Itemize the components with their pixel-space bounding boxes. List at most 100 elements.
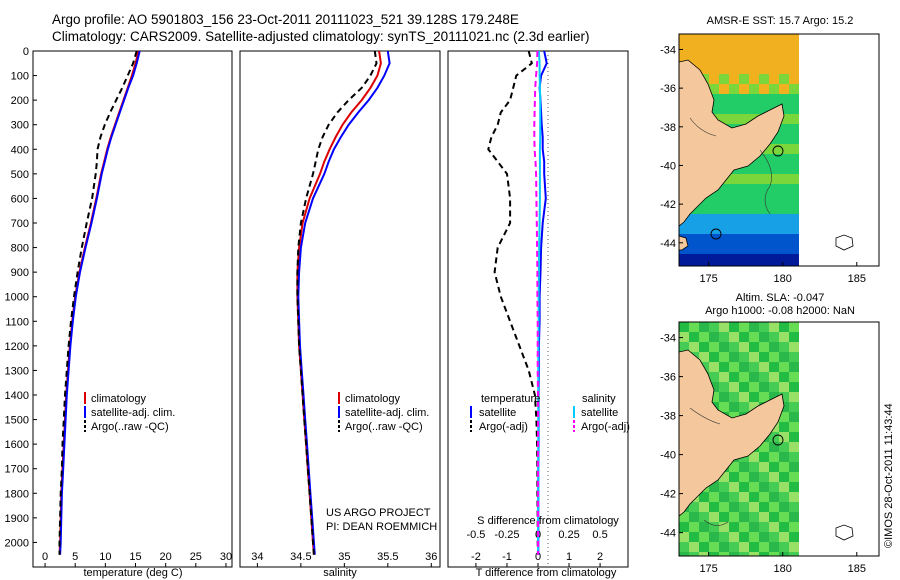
y-tick-label: 0	[23, 46, 29, 58]
x-tick-label: 2	[597, 551, 603, 563]
map-cell	[729, 104, 739, 114]
map-cell	[719, 482, 729, 492]
map-cell	[759, 34, 769, 44]
x-tick-label: -1	[502, 551, 512, 563]
lon-tick-label: 175	[699, 273, 717, 285]
map-cell	[739, 34, 749, 44]
map-cell	[769, 392, 779, 402]
map-cell	[719, 352, 729, 362]
map-cell	[749, 34, 759, 44]
argo-float-marker	[710, 228, 722, 240]
map-cell	[789, 244, 799, 254]
map-cell	[739, 542, 749, 552]
chatham-island	[835, 524, 854, 541]
map-cell	[729, 462, 739, 472]
map-cell	[729, 412, 739, 422]
map-cell	[779, 184, 789, 194]
map-cell	[719, 64, 729, 74]
map-cell	[749, 392, 759, 402]
map-cell	[769, 174, 779, 184]
lat-tick-label: -42	[660, 489, 676, 501]
map-cell	[759, 244, 769, 254]
map-cell	[789, 332, 799, 342]
lat-tick-label: -38	[660, 122, 676, 134]
top-x-tick-label: -0.25	[494, 529, 519, 541]
map-cell	[779, 322, 789, 332]
map-cell	[779, 194, 789, 204]
map-cell	[789, 104, 799, 114]
map-cell	[729, 362, 739, 372]
map-cell	[759, 352, 769, 362]
map-cell	[729, 502, 739, 512]
map-cell	[789, 154, 799, 164]
map-cell	[769, 84, 779, 94]
map-cell	[779, 502, 789, 512]
y-tick-label: 400	[11, 144, 29, 156]
x-tick-label: -2	[471, 551, 481, 563]
temperature-y-ticks: 0 100 200 300 400 500 600 700 800 900 1000 1100 1200…	[5, 46, 37, 549]
map-cell	[679, 542, 689, 552]
map-cell	[729, 64, 739, 74]
map-cell	[769, 164, 779, 174]
map-cell	[739, 502, 749, 512]
map-cell	[749, 512, 759, 522]
map-cell	[689, 44, 699, 54]
map-cell	[789, 442, 799, 452]
map-cell	[759, 104, 769, 114]
map-cell	[679, 322, 689, 332]
map-cell	[789, 204, 799, 214]
map-cell	[779, 432, 789, 442]
map-cell	[719, 542, 729, 552]
map-cell	[769, 54, 779, 64]
map-cell	[709, 264, 719, 266]
y-tick-label: 600	[11, 193, 29, 205]
series-line-satellite-adj-clim-	[297, 51, 391, 555]
map-cell	[739, 552, 749, 556]
map-cell	[769, 214, 779, 224]
map-cell	[719, 184, 729, 194]
map-cell	[749, 104, 759, 114]
map-cell	[739, 342, 749, 352]
legend-label-satellite: satellite-adj. clim.	[91, 407, 175, 419]
map-cell	[719, 522, 729, 532]
map-cell	[749, 542, 759, 552]
map-cell	[789, 164, 799, 174]
map-cell	[759, 64, 769, 74]
map-cell	[729, 244, 739, 254]
map-cell	[729, 552, 739, 556]
map-cell	[709, 502, 719, 512]
map-cell	[779, 452, 789, 462]
map-cell	[689, 532, 699, 542]
map-cell	[749, 184, 759, 194]
map-cell	[769, 184, 779, 194]
temperature-panel-frame	[32, 50, 233, 568]
legend-label-climatology: climatology	[91, 393, 147, 405]
map-cell	[729, 174, 739, 184]
map-cell	[789, 214, 799, 224]
map-cell	[759, 264, 769, 266]
legend-label-sal-argo: Argo(-adj)	[581, 421, 630, 433]
map-cell	[699, 224, 709, 234]
map-cell	[709, 492, 719, 502]
map-cell	[739, 322, 749, 332]
map-cell	[719, 224, 729, 234]
map-cell	[699, 532, 709, 542]
lon-tick-label: 180	[774, 563, 792, 575]
map-cell	[729, 114, 739, 124]
map-cell	[789, 234, 799, 244]
map-cell	[779, 342, 789, 352]
map-cell	[759, 512, 769, 522]
map-cell	[689, 254, 699, 264]
map-cell	[689, 502, 699, 512]
contour-line	[703, 519, 729, 526]
map-cell	[729, 402, 739, 412]
series-line-argo-raw-qc-	[296, 51, 378, 555]
map-cell	[729, 204, 739, 214]
map-cell	[749, 224, 759, 234]
map-cell	[739, 94, 749, 104]
map-cell	[729, 234, 739, 244]
legend-label-argo: Argo(..raw -QC)	[91, 421, 169, 433]
x-tick-label: 0	[535, 551, 541, 563]
map-cell	[749, 44, 759, 54]
map-cell	[729, 84, 739, 94]
